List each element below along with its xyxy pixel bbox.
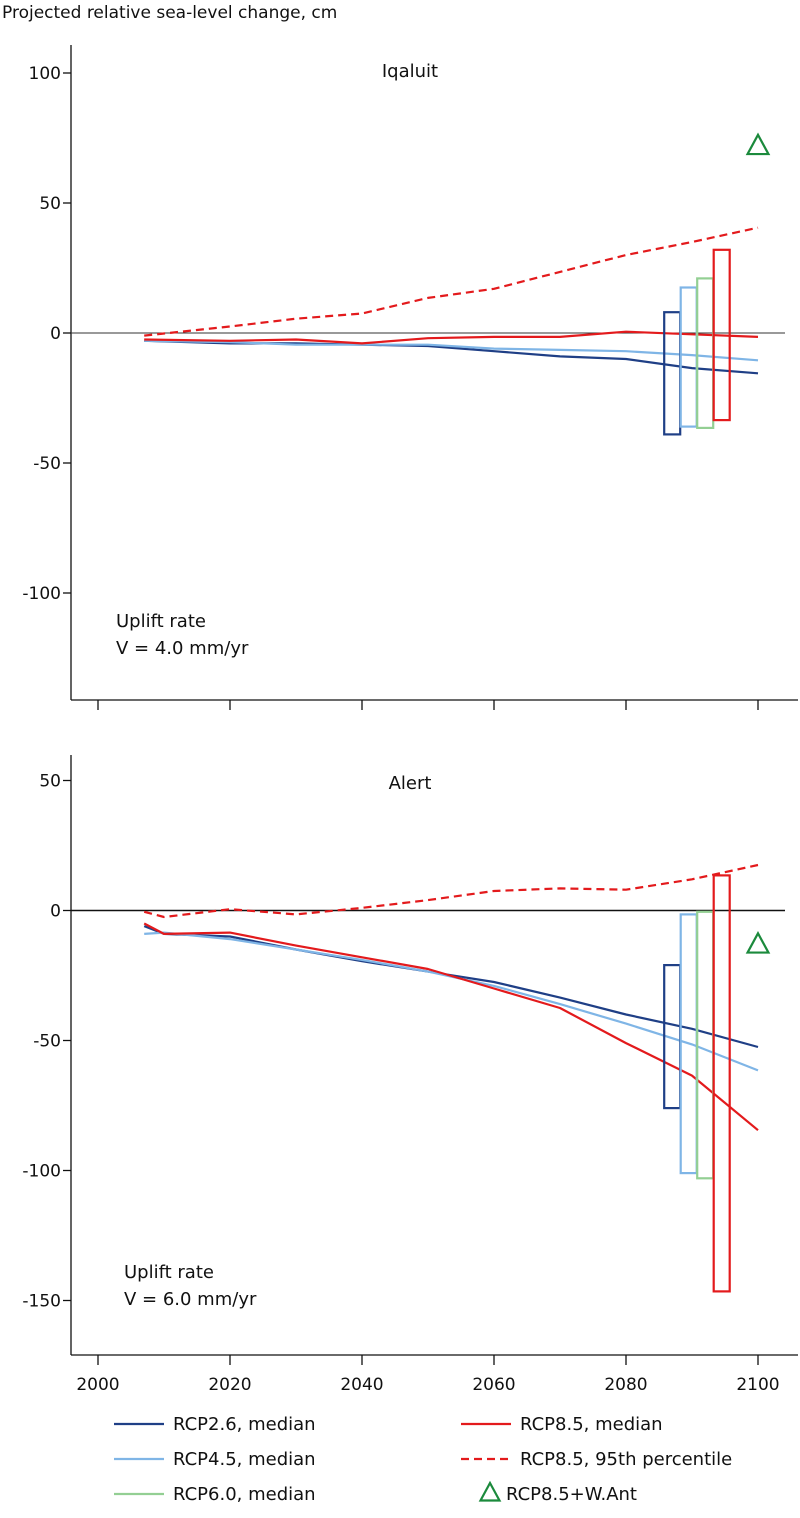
series-line-rcp85-median [143, 922, 759, 1132]
uplift-annotation: Uplift rate [124, 1262, 214, 1283]
x-tick-label: 2080 [604, 1375, 647, 1395]
range-box-rcp60 [696, 910, 715, 1180]
range-box-rcp85 [712, 874, 731, 1293]
y-tick-label: -100 [22, 584, 61, 604]
range-box-rcp85 [712, 248, 731, 422]
legend-label: RCP6.0, median [173, 1484, 316, 1505]
uplift-annotation: V = 4.0 mm/yr [116, 638, 249, 659]
y-tick-label: -100 [22, 1162, 61, 1182]
y-tick-label: -150 [22, 1292, 61, 1312]
series-line-rcp85-median [144, 330, 759, 345]
range-box-rcp60 [696, 277, 715, 429]
panel-title: Alert [389, 773, 432, 794]
range-box-rcp45 [679, 286, 698, 428]
y-tick-label: -50 [33, 454, 61, 474]
range-box-rcp26 [663, 311, 682, 436]
x-tick-label: 2000 [76, 1375, 119, 1395]
uplift-annotation: Uplift rate [116, 611, 206, 632]
uplift-annotation: V = 6.0 mm/yr [124, 1289, 257, 1310]
y-tick-label: 0 [50, 324, 61, 344]
legend-triangle-icon [478, 1480, 502, 1502]
legend-label: RCP8.5, median [520, 1414, 663, 1435]
legend-label: RCP8.5, 95th percentile [520, 1449, 732, 1470]
series-line-rcp26-median [143, 925, 759, 1049]
x-tick-label: 2100 [736, 1375, 779, 1395]
series-line-rcp85-p95 [143, 863, 759, 919]
triangle-marker [745, 930, 771, 954]
y-tick-label: 0 [50, 902, 61, 922]
iqaluit-panel: 100 50 0 -50 -100 Iqaluit Uplift rate V = 4.0 m… [22, 45, 798, 710]
series-line-rcp45-median [144, 339, 759, 362]
legend-label: RCP4.5, median [173, 1449, 316, 1470]
x-tick-label: 2060 [472, 1375, 515, 1395]
y-tick-label: 50 [39, 772, 61, 792]
x-tick-label: 2040 [340, 1375, 383, 1395]
y-axis-label: Projected relative sea-level change, cm [2, 3, 337, 23]
alert-panel: 50 0 -50 -100 -150 2000 2020 2040 2060 2080 2100 Al… [22, 755, 798, 1395]
series-line-rcp85-p95 [144, 226, 759, 337]
panel-title: Iqaluit [382, 61, 438, 82]
y-tick-label: 100 [29, 64, 61, 84]
legend-label: RCP2.6, median [173, 1414, 316, 1435]
triangle-marker [745, 132, 771, 156]
legend-label: RCP8.5+W.Ant [506, 1484, 637, 1505]
y-tick-label: -50 [33, 1032, 61, 1052]
x-tick-label: 2020 [208, 1375, 251, 1395]
y-tick-label: 50 [39, 194, 61, 214]
series-line-rcp45-median [144, 931, 759, 1072]
legend: RCP2.6, median RCP4.5, median RCP6.0, medi… [114, 1414, 732, 1505]
